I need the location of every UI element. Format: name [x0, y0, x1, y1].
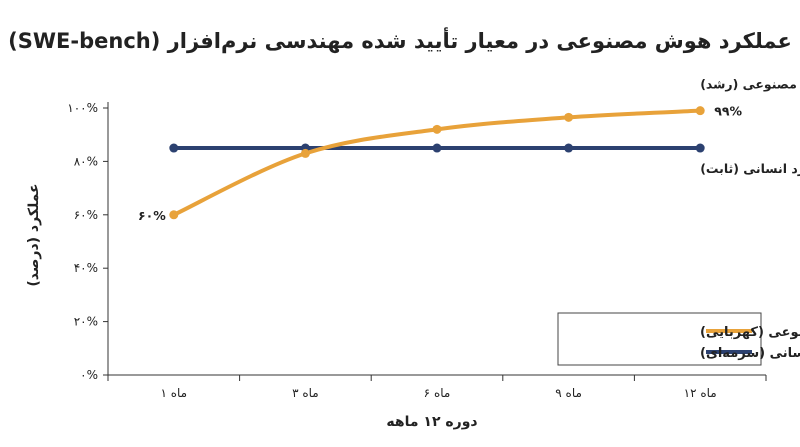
data-point-ai: [169, 210, 179, 220]
chart-title: عملکرد هوش مصنوعی در معیار تأیید شده مهن…: [8, 26, 792, 53]
ai-end-value-label: ۹۹%: [714, 104, 742, 119]
y-tick-label: ۰%: [80, 368, 98, 382]
x-tick-label: ماه ۱۲: [684, 386, 717, 400]
data-point-human: [695, 143, 705, 153]
x-tick-label: ماه ۶: [424, 386, 451, 400]
data-point-human: [432, 143, 442, 153]
y-tick-label: ۸۰%: [74, 154, 98, 168]
ai-start-value-label: ۶۰%: [138, 208, 166, 223]
x-tick-label: ماه ۱: [160, 386, 187, 400]
data-point-human: [564, 143, 574, 153]
y-tick-label: ۱۰۰%: [67, 101, 98, 115]
data-point-ai: [564, 112, 574, 122]
x-tick-label: ماه ۹: [555, 386, 582, 400]
data-point-human: [169, 143, 179, 153]
y-tick-label: ۶۰%: [74, 208, 98, 222]
ai-line-label: عملکرد هوش مصنوعی (رشد): [700, 77, 800, 92]
legend-box: [557, 312, 762, 366]
legend: هوش مصنوعی (کهربایی) انسانی (سرمه‌ای): [557, 312, 800, 366]
labels-layer: عملکرد هوش مصنوعی (رشد) ۹۹% ۶۰% عملکرد انسا…: [138, 77, 800, 223]
axes: ۰% ۲۰% ۴۰% ۶۰% ۸۰% ۱۰۰% ماه ۱ ماه ۳ ماه ۶ ماه ۹ ما…: [67, 101, 767, 400]
data-point-ai: [432, 124, 442, 134]
x-tick-label: ماه ۳: [292, 386, 319, 400]
data-point-ai: [695, 106, 705, 116]
series-layer: [169, 106, 705, 220]
x-axis-label: دوره ۱۲ ماهه: [386, 414, 477, 430]
human-line-label: عملکرد انسانی (ثابت): [700, 161, 800, 176]
y-tick-label: ۴۰%: [74, 261, 98, 275]
data-point-ai: [300, 148, 310, 158]
y-axis-label: عملکرد (درصد): [26, 183, 42, 286]
y-tick-label: ۲۰%: [74, 315, 98, 329]
legend-label-ai: هوش مصنوعی (کهربایی): [700, 325, 800, 340]
legend-label-human: انسانی (سرمه‌ای): [700, 346, 800, 361]
